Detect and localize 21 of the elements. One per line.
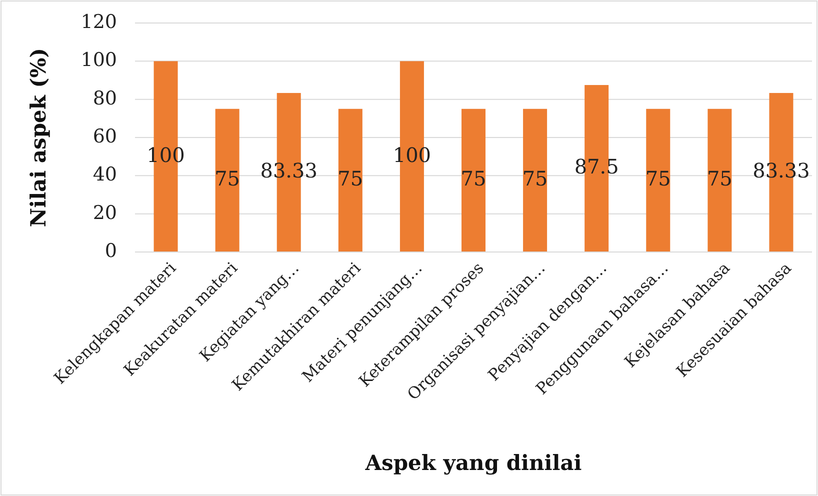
y-tick-label: 80 xyxy=(92,87,117,110)
bar xyxy=(215,108,240,252)
data-label: 75 xyxy=(522,166,548,191)
data-label: 75 xyxy=(706,166,732,191)
data-label: 75 xyxy=(645,166,671,191)
y-tick-label: 20 xyxy=(92,202,117,224)
data-label: 75 xyxy=(338,166,364,191)
bar xyxy=(462,108,486,252)
y-tick-label: 60 xyxy=(92,125,117,148)
bar xyxy=(708,108,732,252)
data-label: 75 xyxy=(214,166,240,191)
data-label: 75 xyxy=(460,166,486,191)
x-axis-title: Aspek yang dinilai xyxy=(364,450,582,475)
bar xyxy=(523,108,548,252)
y-axis-title: Nilai aspek (%) xyxy=(25,48,50,228)
bar xyxy=(646,108,670,252)
bar xyxy=(338,108,362,252)
y-tick-label: 120 xyxy=(80,10,117,33)
y-tick-label: 0 xyxy=(104,240,117,262)
y-tick-label: 100 xyxy=(80,49,117,72)
y-tick-label: 40 xyxy=(92,164,117,186)
